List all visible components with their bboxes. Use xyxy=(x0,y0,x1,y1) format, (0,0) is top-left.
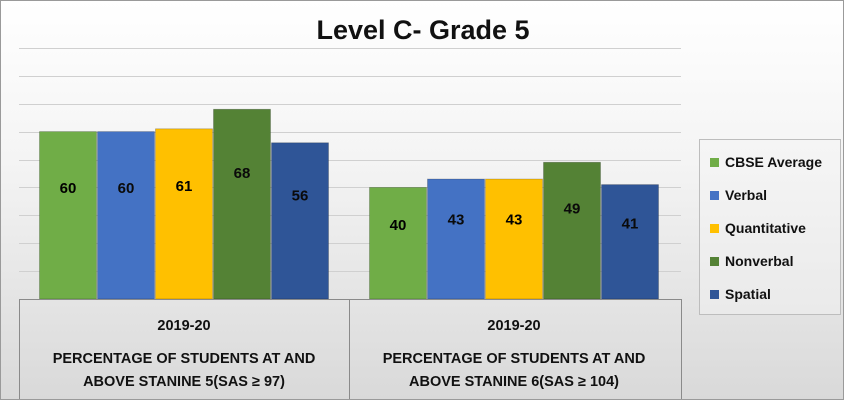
data-label: 68 xyxy=(234,165,251,182)
bar xyxy=(155,128,213,300)
bar xyxy=(213,108,271,300)
legend-swatch xyxy=(710,256,719,266)
data-label: 40 xyxy=(390,217,407,234)
legend-label: Quantitative xyxy=(725,220,806,236)
legend-swatch xyxy=(710,289,719,299)
data-label: 43 xyxy=(506,212,523,229)
legend-swatch xyxy=(710,157,719,167)
legend-label: Nonverbal xyxy=(725,253,794,269)
category-label-line1: PERCENTAGE OF STUDENTS AT AND xyxy=(383,351,646,367)
data-label: 41 xyxy=(622,215,639,232)
data-label: 56 xyxy=(292,187,309,204)
legend-label: Spatial xyxy=(725,286,771,302)
data-label: 49 xyxy=(564,200,581,217)
category-label-line2: ABOVE STANINE 5(SAS ≥ 97) xyxy=(83,374,285,390)
legend-swatch xyxy=(710,190,719,200)
bar xyxy=(369,186,427,300)
bar xyxy=(601,184,659,300)
bar xyxy=(543,161,601,300)
category-label-line1: PERCENTAGE OF STUDENTS AT AND xyxy=(53,351,316,367)
legend-item: Quantitative xyxy=(710,219,806,237)
legend-label: CBSE Average xyxy=(725,154,823,170)
bar xyxy=(271,142,329,300)
bar xyxy=(39,131,97,300)
category-year-label: 2019-20 xyxy=(157,318,210,334)
legend-item: CBSE Average xyxy=(710,153,822,171)
bar xyxy=(485,178,543,300)
category-year-label: 2019-20 xyxy=(487,318,540,334)
legend-item: Verbal xyxy=(710,186,767,204)
legend-swatch xyxy=(710,223,719,233)
bar xyxy=(97,131,155,300)
data-label: 60 xyxy=(118,180,135,197)
legend-item: Spatial xyxy=(710,285,771,303)
legend-item: Nonverbal xyxy=(710,252,793,270)
data-label: 43 xyxy=(448,212,465,229)
legend-label: Verbal xyxy=(725,187,768,203)
legend: CBSE Average Verbal Quantitative Nonverbal S… xyxy=(699,139,841,315)
data-label: 61 xyxy=(176,178,193,195)
data-label: 60 xyxy=(60,180,77,197)
category-label-line2: ABOVE STANINE 6(SAS ≥ 104) xyxy=(409,374,619,390)
chart-title: Level C- Grade 5 xyxy=(316,15,530,45)
bar xyxy=(427,178,485,300)
